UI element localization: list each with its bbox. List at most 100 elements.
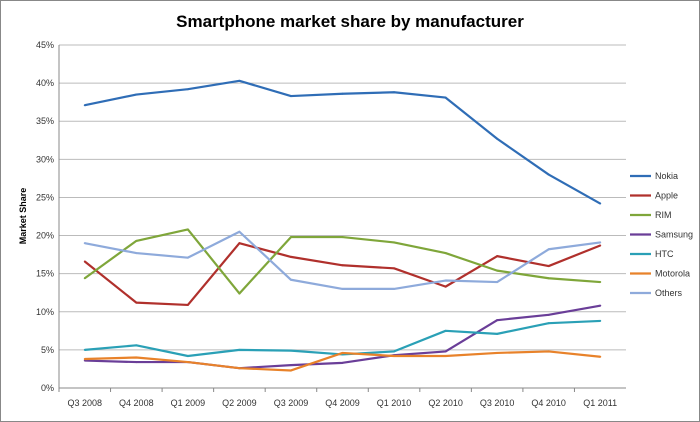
data-point-apple <box>599 244 602 247</box>
y-tick-label: 10% <box>36 307 54 317</box>
x-tick-label: Q3 2008 <box>68 398 103 408</box>
legend-label-samsung: Samsung <box>655 230 693 240</box>
data-point-htc <box>496 332 499 335</box>
y-axis-label: Market Share <box>18 188 28 245</box>
data-point-apple <box>83 260 86 263</box>
data-point-htc <box>135 344 138 347</box>
x-tick-label: Q1 2010 <box>377 398 412 408</box>
data-point-samsung <box>341 361 344 364</box>
x-tick-label: Q3 2010 <box>480 398 515 408</box>
data-point-motorola <box>341 351 344 354</box>
data-point-htc <box>599 319 602 322</box>
data-point-nokia <box>444 96 447 99</box>
x-tick-label: Q1 2009 <box>171 398 206 408</box>
data-point-rim <box>135 239 138 242</box>
data-point-rim <box>186 228 189 231</box>
y-tick-label: 40% <box>36 78 54 88</box>
data-point-motorola <box>599 355 602 358</box>
data-point-others <box>341 287 344 290</box>
data-point-others <box>135 252 138 255</box>
data-point-apple <box>289 255 292 258</box>
data-point-nokia <box>186 88 189 91</box>
data-point-samsung <box>135 361 138 364</box>
data-point-motorola <box>186 361 189 364</box>
data-point-others <box>444 279 447 282</box>
data-point-others <box>83 242 86 245</box>
data-point-apple <box>341 264 344 267</box>
data-point-nokia <box>135 93 138 96</box>
data-point-others <box>547 248 550 251</box>
data-point-samsung <box>289 364 292 367</box>
data-point-rim <box>496 269 499 272</box>
data-point-htc <box>186 354 189 357</box>
data-point-samsung <box>444 350 447 353</box>
legend-label-others: Others <box>655 288 683 298</box>
y-tick-label: 5% <box>41 345 54 355</box>
x-tick-label: Q4 2010 <box>531 398 566 408</box>
data-point-rim <box>444 252 447 255</box>
y-tick-label: 20% <box>36 231 54 241</box>
data-point-htc <box>289 349 292 352</box>
data-point-apple <box>135 301 138 304</box>
data-point-apple <box>496 255 499 258</box>
x-tick-label: Q4 2009 <box>325 398 360 408</box>
legend-label-apple: Apple <box>655 191 678 201</box>
series-line-htc <box>84 319 601 358</box>
data-point-rim <box>393 241 396 244</box>
y-tick-label: 45% <box>36 40 54 50</box>
data-point-apple <box>393 267 396 270</box>
data-point-motorola <box>83 358 86 361</box>
data-point-htc <box>83 348 86 351</box>
x-tick-label: Q2 2010 <box>428 398 463 408</box>
legend-label-nokia: Nokia <box>655 171 678 181</box>
data-point-samsung <box>496 319 499 322</box>
data-point-apple <box>238 242 241 245</box>
data-point-apple <box>186 303 189 306</box>
data-point-rim <box>341 236 344 239</box>
data-point-samsung <box>547 313 550 316</box>
data-point-rim <box>547 277 550 280</box>
data-point-motorola <box>289 369 292 372</box>
y-tick-label: 35% <box>36 116 54 126</box>
data-point-rim <box>83 277 86 280</box>
chart-title: Smartphone market share by manufacturer <box>176 12 524 31</box>
y-tick-label: 15% <box>36 269 54 279</box>
series-line-nokia <box>84 79 601 205</box>
x-tick-label: Q2 2009 <box>222 398 257 408</box>
x-tick-label: Q1 2011 <box>583 398 617 408</box>
data-point-htc <box>547 322 550 325</box>
data-point-apple <box>547 265 550 268</box>
data-point-rim <box>599 281 602 284</box>
data-point-nokia <box>341 92 344 95</box>
y-tick-label: 25% <box>36 192 54 202</box>
data-point-nokia <box>238 79 241 82</box>
data-point-apple <box>444 285 447 288</box>
y-tick-label: 30% <box>36 154 54 164</box>
data-point-others <box>496 281 499 284</box>
data-point-nokia <box>547 173 550 176</box>
data-point-rim <box>289 236 292 239</box>
data-point-htc <box>444 329 447 332</box>
legend-label-rim: RIM <box>655 210 672 220</box>
legend-label-htc: HTC <box>655 249 674 259</box>
data-point-motorola <box>444 354 447 357</box>
data-point-motorola <box>135 356 138 359</box>
data-point-motorola <box>393 354 396 357</box>
data-point-others <box>186 256 189 259</box>
data-point-htc <box>393 350 396 353</box>
data-point-motorola <box>496 351 499 354</box>
data-point-others <box>238 230 241 233</box>
x-tick-label: Q4 2008 <box>119 398 154 408</box>
data-point-nokia <box>393 91 396 94</box>
legend-label-motorola: Motorola <box>655 269 690 279</box>
data-point-nokia <box>496 137 499 140</box>
data-point-rim <box>238 292 241 295</box>
data-point-motorola <box>238 367 241 370</box>
data-point-nokia <box>289 95 292 98</box>
data-point-nokia <box>83 104 86 107</box>
x-tick-label: Q3 2009 <box>274 398 309 408</box>
data-point-others <box>599 241 602 244</box>
data-point-motorola <box>547 350 550 353</box>
